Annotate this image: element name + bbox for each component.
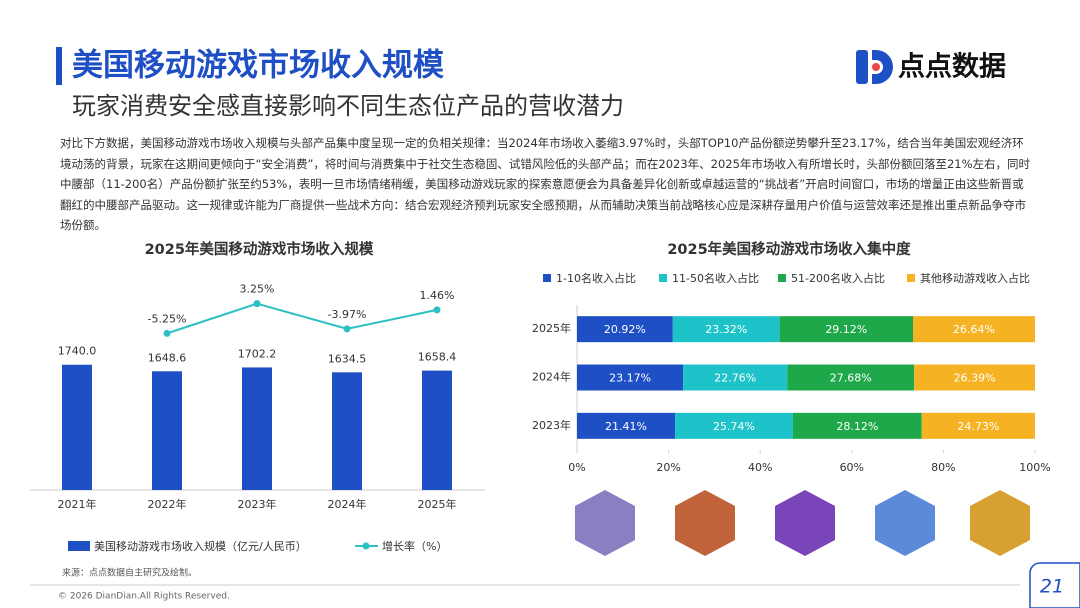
bar-segment	[675, 412, 793, 439]
bar-segment	[792, 412, 922, 439]
legend-label: 增长率（%）	[382, 539, 447, 553]
segment-label: 25.74%	[713, 420, 755, 433]
x-tick-label: 2021年	[58, 497, 97, 511]
bar-segment	[912, 316, 1035, 343]
x-tick-label: 40%	[748, 461, 772, 474]
legend-swatch	[362, 542, 370, 550]
bar-segment	[779, 316, 913, 343]
legend-label: 美国移动游戏市场收入规模（亿元/人民币）	[94, 539, 307, 553]
y-tick-label: 2024年	[532, 370, 571, 384]
segment-label: 24.73%	[957, 420, 999, 433]
segment-label: 20.92%	[604, 323, 646, 336]
bar-segment	[577, 364, 684, 391]
logo-text: 点点数据	[898, 52, 1006, 83]
title-accent	[56, 47, 62, 85]
x-tick-label: 60%	[840, 461, 864, 474]
bar-label: 1634.5	[328, 352, 367, 365]
legend-label: 1-10名收入占比	[556, 271, 636, 285]
x-tick-label: 2025年	[418, 497, 457, 511]
chart-title: 2025年美国移动游戏市场收入规模	[145, 240, 374, 258]
growth-point	[163, 329, 171, 337]
legend-swatch	[778, 274, 786, 282]
game-icons	[575, 490, 1030, 556]
logo-icon	[856, 50, 893, 84]
footer: © 2026 DianDian.All Rights Reserved.	[58, 592, 230, 602]
segment-label: 28.12%	[836, 420, 878, 433]
bar	[422, 370, 452, 490]
growth-label: -5.25%	[148, 312, 187, 325]
bar	[62, 364, 92, 490]
x-tick-label: 0%	[568, 461, 585, 474]
legend-swatch	[659, 274, 667, 282]
bar-segment	[577, 412, 676, 439]
segment-label: 23.32%	[705, 323, 747, 336]
bar	[332, 372, 362, 490]
chart-title: 2025年美国移动游戏市场收入集中度	[667, 240, 911, 258]
bar	[242, 367, 272, 490]
growth-label: 1.46%	[420, 289, 455, 302]
y-tick-label: 2025年	[532, 321, 571, 335]
page-badge	[1029, 562, 1080, 608]
bar-segment	[577, 316, 673, 343]
growth-line	[166, 302, 438, 335]
legend-label: 其他移动游戏收入占比	[920, 271, 1030, 285]
growth-point	[253, 300, 261, 308]
segment-label: 23.17%	[609, 372, 651, 385]
legend-swatch	[907, 274, 915, 282]
bar-label: 1658.4	[418, 351, 457, 364]
segment-label: 21.41%	[605, 420, 647, 433]
growth-label: 3.25%	[240, 283, 275, 296]
x-tick-label: 2022年	[148, 497, 187, 511]
bar-label: 1702.2	[238, 347, 277, 360]
segment-label: 26.39%	[954, 372, 996, 385]
bar-segment	[914, 364, 1035, 391]
paragraph: 对比下方数据，美国移动游戏市场收入规模与头部产品集中度呈现一定的负相关规律：当2…	[60, 136, 1030, 232]
y-tick-label: 2023年	[532, 418, 571, 432]
bar-segment	[921, 412, 1035, 439]
title: 美国移动游戏市场收入规模	[72, 48, 444, 84]
legend-swatch	[68, 541, 90, 551]
segment-label: 27.68%	[830, 372, 872, 385]
x-tick-label: 20%	[656, 461, 680, 474]
x-tick-label: 80%	[931, 461, 955, 474]
x-tick-label: 2023年	[238, 497, 277, 511]
legend-label: 51-200名收入占比	[791, 271, 885, 285]
bar-segment	[672, 316, 780, 343]
bar-label: 1740.0	[58, 345, 97, 358]
subtitle: 玩家消费安全感直接影响不同生态位产品的营收潜力	[72, 92, 624, 120]
bar-segment	[787, 364, 915, 391]
bar-label: 1648.6	[148, 351, 187, 364]
source: 来源：点点数据自主研究及绘制。	[62, 567, 197, 579]
growth-label: -3.97%	[328, 308, 367, 321]
page-number: 21	[1040, 576, 1064, 598]
growth-point	[343, 325, 351, 333]
segment-label: 29.12%	[825, 323, 867, 336]
growth-point	[433, 306, 441, 314]
legend-label: 11-50名收入占比	[672, 271, 759, 285]
segment-label: 26.64%	[953, 323, 995, 336]
segment-label: 22.76%	[714, 372, 756, 385]
x-tick-label: 2024年	[328, 497, 367, 511]
bar	[152, 371, 182, 490]
bar-segment	[683, 364, 788, 391]
x-tick-label: 100%	[1019, 461, 1050, 474]
legend-swatch	[543, 274, 551, 282]
